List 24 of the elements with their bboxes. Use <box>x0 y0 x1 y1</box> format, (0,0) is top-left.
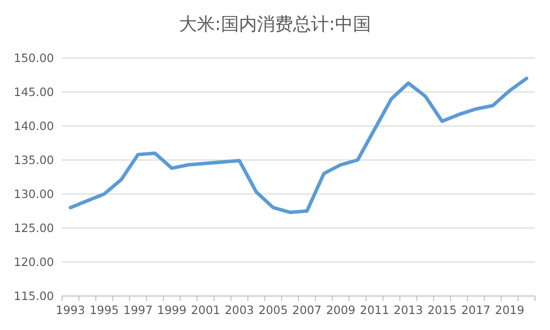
y-tick-label: 140.00 <box>14 119 54 133</box>
x-tick-label: 2007 <box>292 303 322 317</box>
y-tick-label: 120.00 <box>14 255 54 269</box>
x-tick-label: 2015 <box>427 303 457 317</box>
x-tick-label: 1995 <box>90 303 119 317</box>
x-tick-label: 2001 <box>190 303 220 317</box>
x-tick-label: 2017 <box>461 303 491 317</box>
x-tick-label: 2005 <box>258 303 288 317</box>
y-tick-label: 125.00 <box>14 221 54 235</box>
chart-title: 大米:国内消费总计:中国 <box>178 14 372 35</box>
y-tick-label: 135.00 <box>14 153 54 167</box>
x-tick-label: 2003 <box>224 303 254 317</box>
y-tick-label: 130.00 <box>14 187 54 201</box>
line-series <box>68 76 528 214</box>
x-tick-label: 1999 <box>157 303 186 317</box>
x-tick-label: 2013 <box>394 303 423 317</box>
x-tick-label: 1993 <box>56 303 86 317</box>
x-tick-label: 2009 <box>326 303 356 317</box>
y-tick-label: 150.00 <box>14 51 54 65</box>
x-tick-label: 2019 <box>495 303 524 317</box>
y-tick-label: 145.00 <box>14 85 54 99</box>
x-tick-label: 1997 <box>123 303 153 317</box>
y-tick-label: 115.00 <box>14 289 54 303</box>
x-tick-label: 2011 <box>360 303 390 317</box>
